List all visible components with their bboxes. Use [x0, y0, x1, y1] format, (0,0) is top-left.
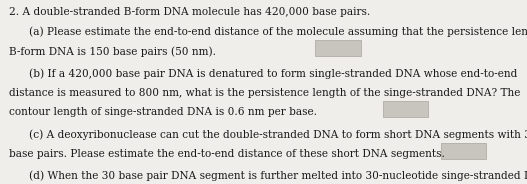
- Text: B-form DNA is 150 base pairs (50 nm).: B-form DNA is 150 base pairs (50 nm).: [9, 46, 217, 56]
- Text: distance is measured to 800 nm, what is the persistence length of the singe-stra: distance is measured to 800 nm, what is …: [9, 88, 521, 98]
- Text: base pairs. Please estimate the end-to-end distance of these short DNA segments.: base pairs. Please estimate the end-to-e…: [9, 149, 445, 159]
- Bar: [441, 143, 486, 159]
- Bar: [315, 40, 361, 56]
- Text: (c) A deoxyribonuclease can cut the double-stranded DNA to form short DNA segmen: (c) A deoxyribonuclease can cut the doub…: [29, 130, 527, 140]
- Text: contour length of singe-stranded DNA is 0.6 nm per base.: contour length of singe-stranded DNA is …: [9, 107, 317, 117]
- Text: (b) If a 420,000 base pair DNA is denatured to form single-stranded DNA whose en: (b) If a 420,000 base pair DNA is denatu…: [29, 68, 518, 79]
- Bar: [383, 101, 428, 117]
- Text: (d) When the 30 base pair DNA segment is further melted into 30-nucleotide singe: (d) When the 30 base pair DNA segment is…: [29, 171, 527, 181]
- Text: (a) Please estimate the end-to-end distance of the molecule assuming that the pe: (a) Please estimate the end-to-end dista…: [29, 27, 527, 37]
- Text: 2. A double-stranded B-form DNA molecule has 420,000 base pairs.: 2. A double-stranded B-form DNA molecule…: [9, 7, 370, 17]
